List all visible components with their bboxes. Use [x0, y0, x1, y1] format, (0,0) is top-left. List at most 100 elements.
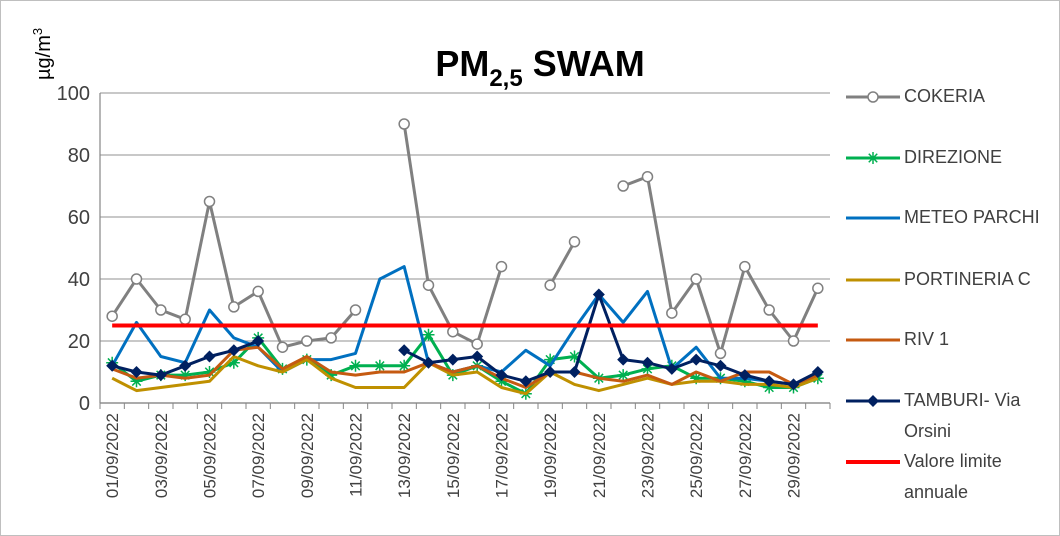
point — [228, 301, 240, 313]
point — [867, 91, 879, 103]
point — [763, 381, 776, 394]
legend-label: COKERIA — [904, 86, 986, 106]
point — [349, 304, 362, 316]
point — [617, 180, 629, 192]
point — [495, 260, 508, 273]
point — [227, 344, 240, 357]
point — [690, 372, 703, 385]
point — [544, 353, 557, 366]
point — [568, 366, 581, 378]
x-tick-label: 15/09/2022 — [444, 413, 463, 498]
point — [641, 170, 654, 183]
x-tick-label: 17/09/2022 — [493, 413, 512, 498]
point — [422, 356, 435, 369]
legend-item: PORTINERIA C — [904, 269, 1031, 289]
x-tick-label: 03/09/2022 — [152, 413, 171, 498]
point — [544, 279, 556, 291]
y-tick-label: 100 — [57, 83, 90, 105]
x-tick-label: 19/09/2022 — [541, 413, 560, 498]
point — [325, 332, 337, 344]
point — [568, 350, 581, 363]
title-main: PM — [435, 43, 489, 84]
y-tick-label: 20 — [68, 331, 90, 353]
x-tick-label: 11/09/2022 — [347, 413, 366, 497]
point — [471, 338, 483, 350]
title-subscript: 2,5 — [489, 65, 522, 92]
point — [276, 341, 289, 353]
legend-item: RIV 1 — [904, 329, 950, 349]
legend-item: DIREZIONE — [904, 147, 1003, 167]
x-tick-label: 07/09/2022 — [249, 413, 268, 498]
point — [325, 369, 338, 382]
point — [812, 282, 824, 295]
legend-label: PORTINERIA C — [904, 269, 1031, 289]
y-label-superscript: 3 — [30, 28, 45, 35]
point — [690, 273, 702, 285]
point — [714, 359, 727, 372]
point — [641, 362, 654, 375]
point — [227, 356, 240, 369]
point — [763, 375, 776, 388]
x-tick-label: 01/09/2022 — [103, 413, 122, 498]
chart-title: PM2,5 SWAM — [435, 43, 644, 92]
title-suffix: SWAM — [523, 43, 645, 84]
point — [495, 369, 508, 382]
point — [252, 285, 264, 298]
point — [811, 366, 824, 378]
point — [154, 369, 167, 382]
x-tick-label: 23/09/2022 — [639, 413, 658, 498]
point — [617, 353, 630, 366]
point — [568, 236, 581, 248]
x-tick-label: 29/09/2022 — [785, 413, 804, 498]
point — [203, 195, 216, 208]
point — [665, 362, 678, 375]
point — [179, 313, 191, 326]
point — [398, 118, 410, 130]
point — [130, 273, 143, 285]
x-tick-label: 25/09/2022 — [687, 413, 706, 498]
point — [787, 335, 800, 347]
point — [252, 335, 265, 347]
point — [203, 366, 216, 378]
point — [592, 288, 605, 301]
point — [763, 304, 775, 316]
series-line — [111, 355, 819, 396]
y-tick-label: 60 — [68, 207, 90, 229]
point — [398, 344, 411, 357]
point — [738, 375, 751, 388]
x-tick-label: 21/09/2022 — [590, 413, 609, 498]
point — [447, 325, 459, 338]
y-tick-label: 80 — [68, 145, 90, 167]
y-tick-label: 0 — [79, 393, 90, 415]
y-tick-label: 40 — [68, 269, 90, 291]
point — [398, 359, 411, 372]
legend-item: METEO PARCHI — [904, 207, 1040, 227]
point — [155, 304, 167, 316]
point — [106, 359, 119, 372]
legend-label: Valore limite annuale — [904, 451, 1002, 502]
x-tick-label: 13/09/2022 — [395, 413, 414, 498]
point — [738, 369, 751, 382]
point — [373, 359, 386, 372]
point — [471, 350, 484, 363]
point — [106, 310, 118, 322]
legend-label: DIREZIONE — [904, 147, 1003, 167]
x-tick-label: 27/09/2022 — [736, 413, 755, 498]
series-line — [111, 345, 819, 389]
x-tick-label: 09/09/2022 — [298, 413, 317, 498]
point — [422, 279, 435, 291]
legend-label: RIV 1 — [904, 329, 950, 349]
x-tick-label: 05/09/2022 — [201, 413, 220, 498]
point — [714, 347, 727, 360]
point — [422, 328, 435, 341]
point — [301, 335, 313, 347]
legend-label: TAMBURI- Via Orsini — [904, 390, 1021, 441]
point — [130, 375, 143, 388]
point — [666, 307, 678, 319]
point — [867, 395, 879, 407]
y-label-main: µg/m — [33, 35, 55, 80]
point — [867, 152, 879, 164]
point — [203, 350, 216, 363]
